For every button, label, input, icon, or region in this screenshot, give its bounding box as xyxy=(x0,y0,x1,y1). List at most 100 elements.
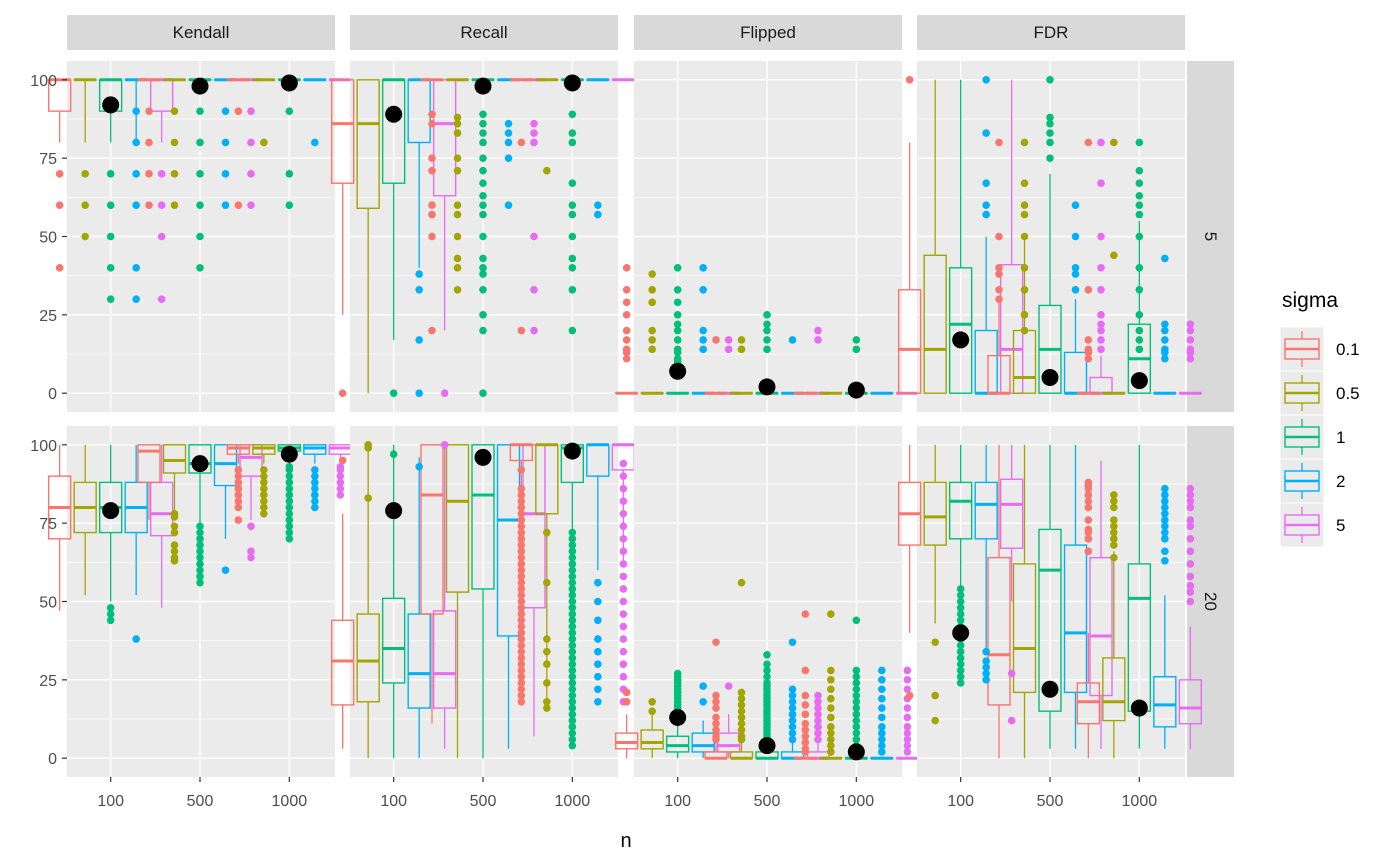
outlier-point xyxy=(622,298,631,307)
outlier-point xyxy=(905,76,914,84)
outlier-point xyxy=(931,691,939,700)
box-iqr xyxy=(213,444,238,487)
box-iqr xyxy=(356,613,380,703)
box-iqr xyxy=(1178,679,1203,725)
outlier-point xyxy=(1161,354,1169,363)
outlier-point xyxy=(568,679,577,687)
box-iqr xyxy=(1076,682,1101,725)
outlier-point xyxy=(814,336,822,344)
outlier-point xyxy=(132,138,140,147)
outlier-point xyxy=(982,676,990,684)
outlier-point xyxy=(737,701,746,709)
outlier-point xyxy=(801,666,810,675)
outlier-point xyxy=(1186,522,1195,531)
box-n100-sigma-0.5 xyxy=(923,79,947,394)
box-n100-sigma-5 xyxy=(432,79,457,331)
outlier-point xyxy=(285,491,294,499)
mean-marker xyxy=(102,96,120,114)
y-tick-label: 0 xyxy=(48,751,57,768)
outlier-point xyxy=(55,264,64,272)
outlier-point xyxy=(517,509,526,518)
outlier-point xyxy=(196,232,204,241)
outlier-point xyxy=(285,472,294,480)
box-iqr xyxy=(987,556,1011,706)
outlier-point xyxy=(106,170,115,178)
outlier-point xyxy=(453,113,462,122)
outlier-point xyxy=(1007,716,1016,725)
outlier-point xyxy=(517,516,526,524)
outlier-point xyxy=(1110,497,1118,506)
outlier-point xyxy=(1161,509,1169,518)
outlier-point xyxy=(517,629,526,637)
outlier-point xyxy=(568,685,577,694)
outlier-point xyxy=(1020,264,1029,272)
outlier-point xyxy=(247,170,255,178)
mean-marker xyxy=(758,378,776,396)
outlier-point xyxy=(568,691,577,700)
outlier-point xyxy=(1097,326,1105,335)
outlier-point xyxy=(852,704,861,712)
panel-fdr-20 xyxy=(897,426,1203,777)
outlier-point xyxy=(1084,516,1093,524)
outlier-point xyxy=(196,553,204,562)
outlier-point xyxy=(132,107,140,115)
legend-key-5: 5 xyxy=(1279,502,1345,548)
box-n500-sigma-0.1 xyxy=(420,444,444,724)
outlier-point xyxy=(619,672,628,681)
outlier-point xyxy=(530,138,538,147)
outlier-point xyxy=(699,336,707,344)
y-tick-label: 75 xyxy=(39,516,57,533)
outlier-point xyxy=(673,348,682,357)
outlier-point xyxy=(724,336,733,344)
outlier-point xyxy=(1097,320,1105,329)
column-strip-fdr: FDR xyxy=(917,15,1185,50)
outlier-point xyxy=(1186,516,1195,524)
outlier-point xyxy=(1110,503,1118,512)
outlier-point xyxy=(903,666,912,675)
outlier-point xyxy=(763,336,771,344)
outlier-point xyxy=(530,119,538,128)
outlier-point xyxy=(673,285,682,294)
outlier-point xyxy=(673,311,682,319)
outlier-point xyxy=(1186,491,1195,499)
box-iqr xyxy=(471,444,495,590)
panel-kendall-20 xyxy=(47,426,353,777)
box-n100-sigma-1 xyxy=(381,444,406,759)
outlier-point xyxy=(827,713,835,722)
outlier-point xyxy=(1084,491,1093,499)
outlier-point xyxy=(517,666,526,675)
outlier-point xyxy=(852,716,861,725)
outlier-point xyxy=(712,336,720,344)
outlier-point xyxy=(619,484,628,493)
outlier-point xyxy=(737,694,746,703)
outlier-point xyxy=(852,723,861,731)
outlier-point xyxy=(594,635,602,643)
x-tick-label: 100 xyxy=(664,793,691,810)
outlier-point xyxy=(956,672,965,681)
outlier-point xyxy=(956,597,965,606)
outlier-point xyxy=(594,597,602,606)
outlier-point xyxy=(517,326,526,335)
box-iqr xyxy=(1012,563,1037,694)
outlier-point xyxy=(1135,179,1144,188)
mean-marker xyxy=(1041,369,1059,387)
outlier-point xyxy=(285,516,294,524)
outlier-point xyxy=(453,232,462,241)
box-n500-sigma-1 xyxy=(471,444,495,759)
outlier-point xyxy=(619,459,628,468)
outlier-point xyxy=(530,232,538,241)
outlier-point xyxy=(517,603,526,612)
outlier-point xyxy=(619,647,628,656)
outlier-point xyxy=(504,201,513,209)
outlier-point xyxy=(594,578,602,587)
outlier-point xyxy=(712,735,720,744)
outlier-point xyxy=(1020,232,1029,241)
outlier-point xyxy=(428,232,436,241)
outlier-point xyxy=(763,311,771,319)
mean-marker xyxy=(280,445,298,463)
box-n100-sigma-0.1 xyxy=(897,142,922,394)
column-strip-bg xyxy=(67,15,335,50)
outlier-point xyxy=(619,560,628,568)
outlier-point xyxy=(648,326,656,335)
outlier-point xyxy=(221,138,230,147)
